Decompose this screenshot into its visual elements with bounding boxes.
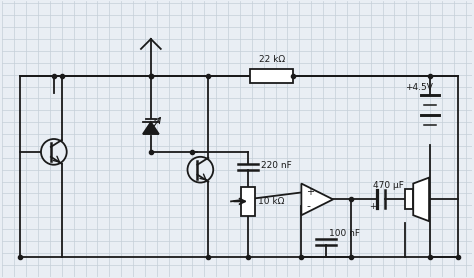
Text: -: - xyxy=(306,201,310,211)
Polygon shape xyxy=(413,178,429,221)
Text: +: + xyxy=(369,202,375,211)
Circle shape xyxy=(188,157,213,183)
Bar xyxy=(405,190,413,209)
Text: +: + xyxy=(306,187,314,197)
Polygon shape xyxy=(301,183,333,215)
Text: 470 μF: 470 μF xyxy=(373,181,403,190)
Text: +4.5V: +4.5V xyxy=(405,83,433,92)
Bar xyxy=(250,69,293,83)
Bar xyxy=(241,187,255,216)
Text: 22 kΩ: 22 kΩ xyxy=(259,55,285,64)
Text: 220 nF: 220 nF xyxy=(261,161,292,170)
Circle shape xyxy=(41,139,67,165)
Text: 10 kΩ: 10 kΩ xyxy=(258,197,284,206)
Polygon shape xyxy=(143,122,159,134)
Text: 100 nF: 100 nF xyxy=(329,229,360,237)
